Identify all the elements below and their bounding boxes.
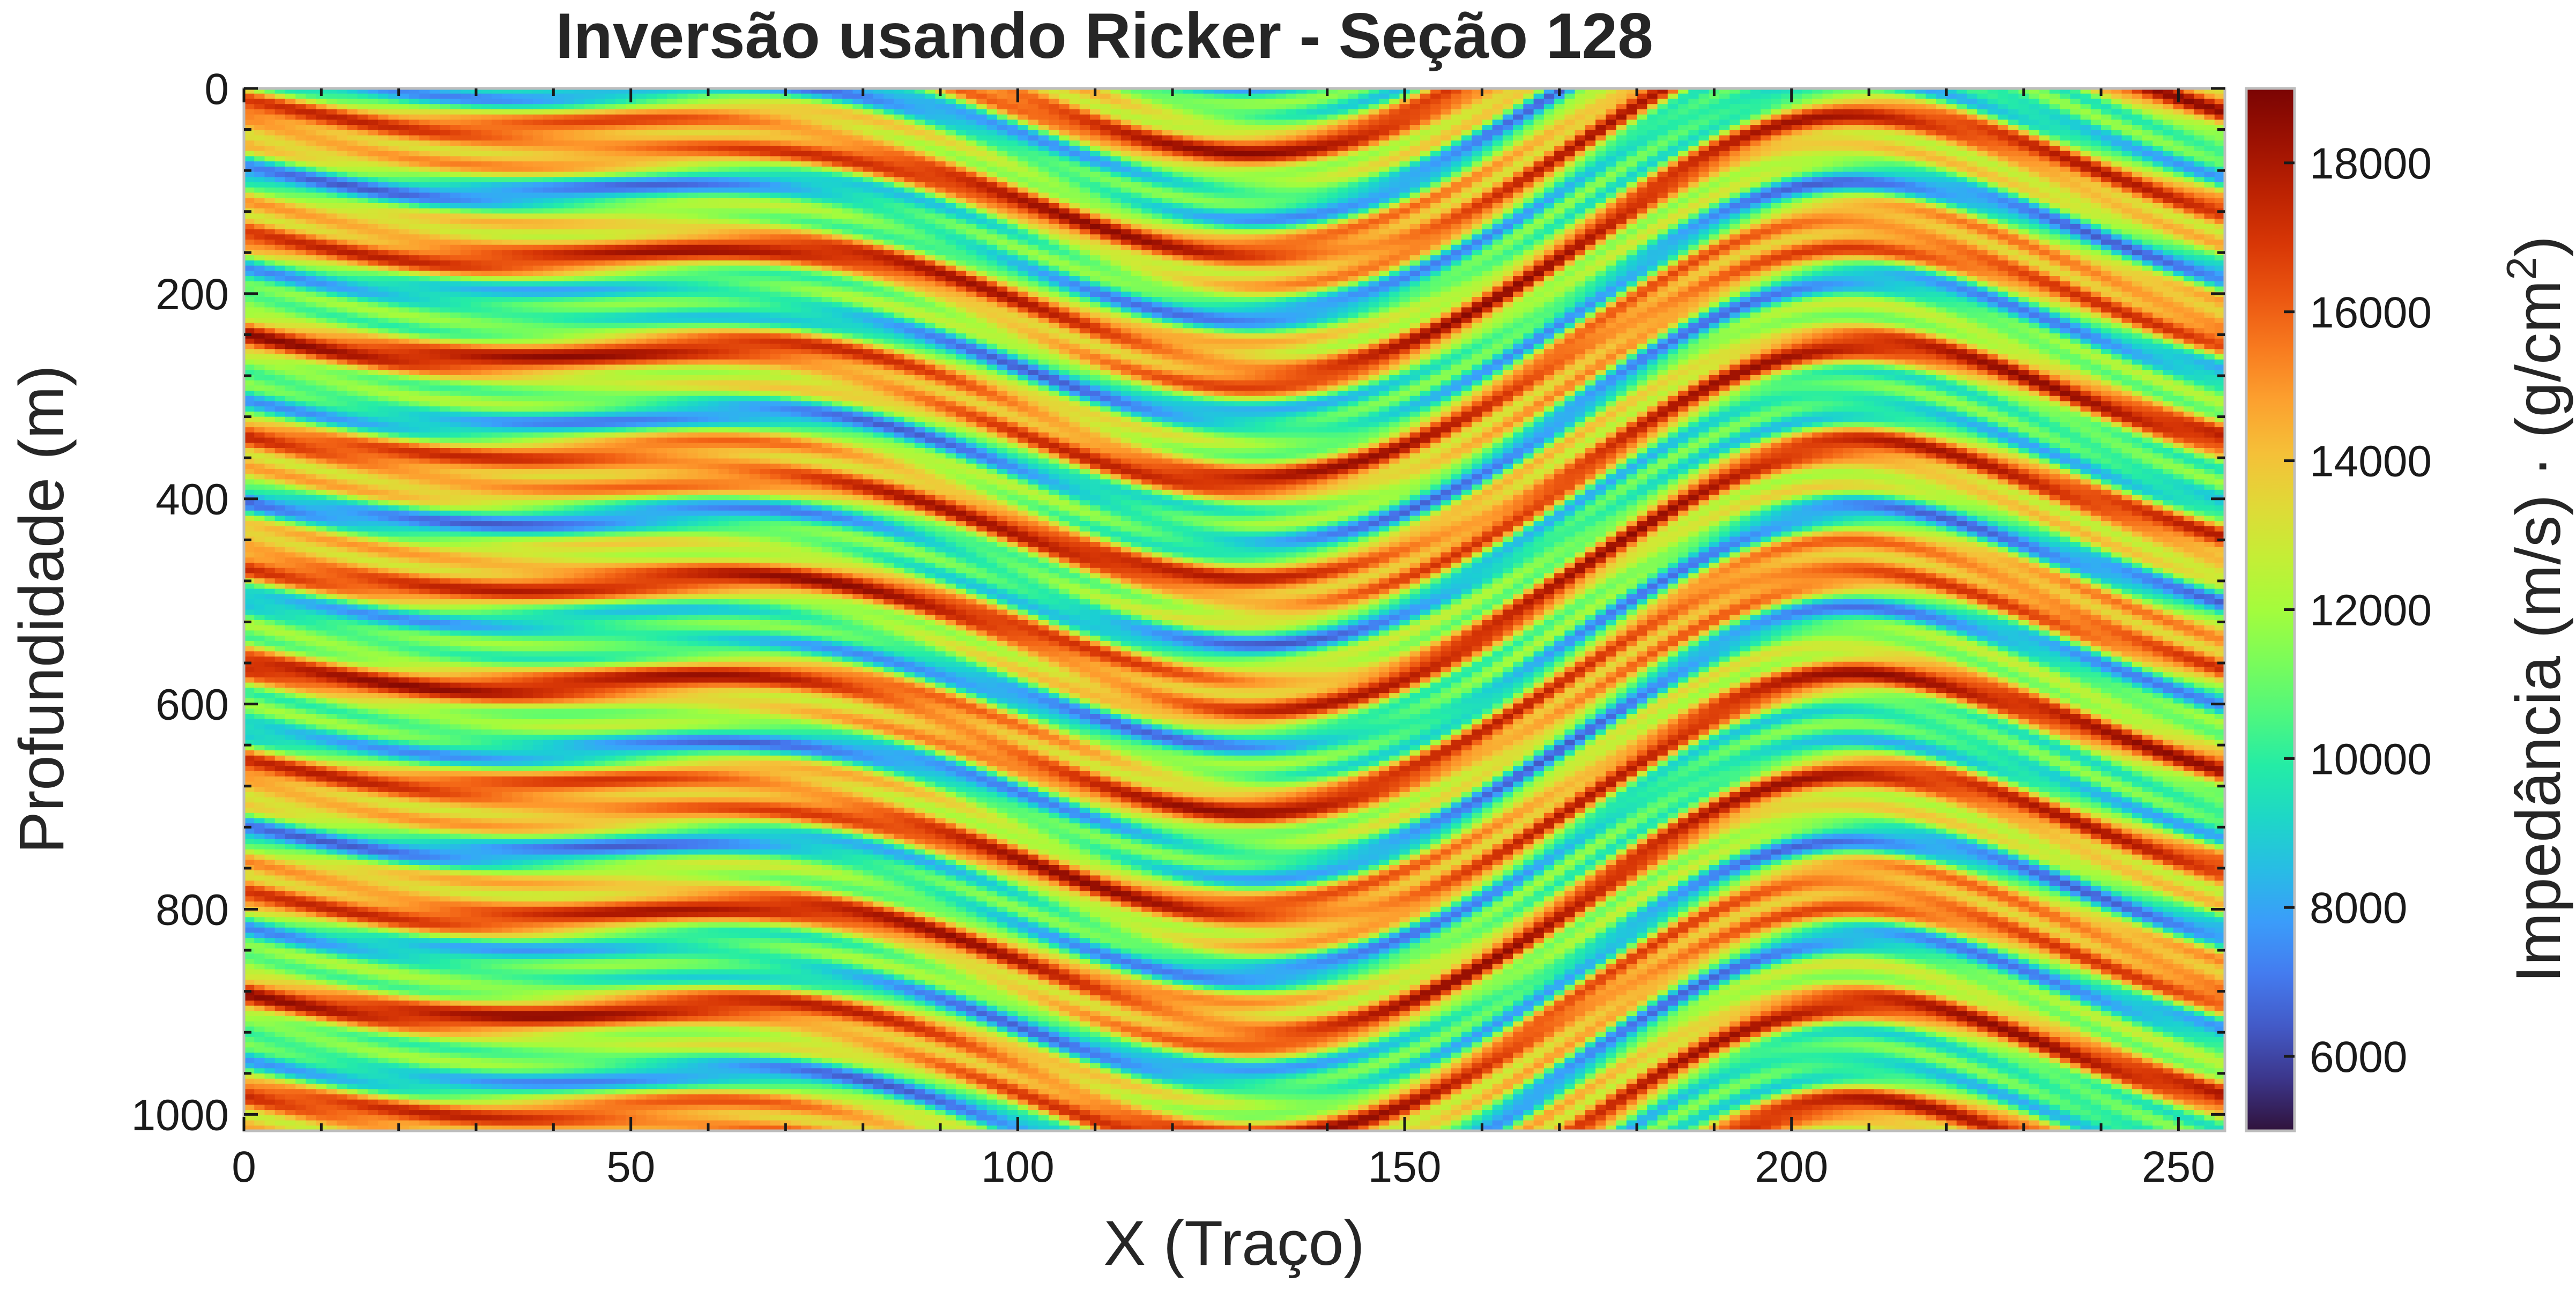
heatmap-image <box>244 88 2225 1131</box>
colorbar-tick-label: 18000 <box>2310 139 2432 188</box>
x-tick-label: 250 <box>2142 1143 2215 1191</box>
y-tick-label: 600 <box>155 681 229 729</box>
y-tick-label: 1000 <box>131 1091 229 1139</box>
y-axis-ticks: 0 200 400 600 800 1000 <box>131 65 2225 1139</box>
colorbar-tick-label: 10000 <box>2310 735 2432 784</box>
x-tick-label: 100 <box>981 1143 1055 1191</box>
y-tick-label: 400 <box>155 475 229 524</box>
y-tick-label: 200 <box>155 270 229 319</box>
x-tick-label: 150 <box>1368 1143 1442 1191</box>
colorbar-tick-label: 6000 <box>2310 1033 2407 1082</box>
colorbar-tick-label: 14000 <box>2310 437 2432 486</box>
colorbar-tick-label: 12000 <box>2310 586 2432 635</box>
x-axis-label: X (Traço) <box>1103 1208 1364 1279</box>
plot-frame <box>242 87 2226 1132</box>
x-tick-label: 0 <box>232 1143 256 1191</box>
colorbar-label: Impedância (m/s) · (g/cm2) <box>2498 236 2574 983</box>
heatmap-cells <box>244 88 2225 1131</box>
x-tick-label: 200 <box>1755 1143 1828 1191</box>
y-tick-label: 800 <box>155 885 229 934</box>
colorbar-label-suffix: ) <box>2503 236 2574 257</box>
colorbar-tick-label: 16000 <box>2310 288 2432 337</box>
colorbar-label-superscript: 2 <box>2498 257 2545 280</box>
x-axis-ticks: 0 50 100 150 200 250 <box>232 88 2215 1191</box>
x-tick-label: 50 <box>606 1143 655 1191</box>
y-axis-label: Profundidade (m) <box>6 365 77 854</box>
chart-title: Inversão usando Ricker - Seção 128 <box>555 0 1653 72</box>
y-tick-label: 0 <box>204 65 229 114</box>
colorbar-tick-label: 8000 <box>2310 884 2407 933</box>
colorbar-ticks: 6000 8000 10000 12000 14000 16000 18000 <box>2284 139 2432 1082</box>
